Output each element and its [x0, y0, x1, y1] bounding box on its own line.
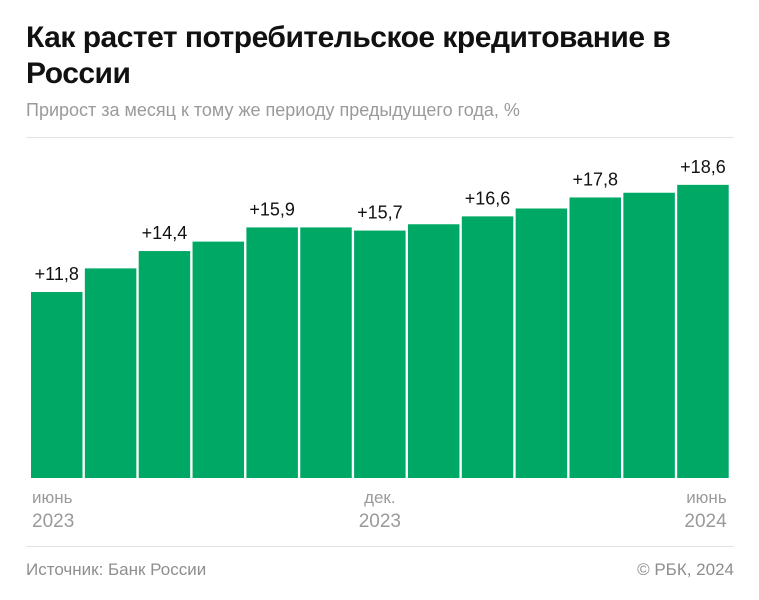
- x-tick-year: 2023: [359, 511, 401, 532]
- bar: [623, 192, 675, 478]
- bar: [515, 208, 568, 478]
- bar: [461, 216, 514, 478]
- bar: [31, 292, 83, 478]
- bar: [407, 224, 460, 478]
- bar: [246, 227, 298, 478]
- data-label: +15,7: [357, 203, 403, 223]
- chart-title: Как растет потребительское кредитование …: [26, 21, 671, 90]
- data-label: +16,6: [465, 188, 511, 208]
- x-tick-year: 2024: [684, 511, 727, 532]
- bar: [677, 184, 729, 478]
- data-label: +11,8: [35, 264, 79, 284]
- x-tick-year: 2023: [32, 511, 74, 532]
- data-label: +15,9: [249, 199, 295, 219]
- source-note: Источник: Банк России: [26, 560, 207, 579]
- top-divider: [26, 137, 734, 138]
- copyright: © РБК, 2024: [637, 560, 734, 579]
- x-tick-label: июнь: [32, 488, 73, 507]
- data-label: +17,8: [572, 169, 618, 189]
- bar: [354, 230, 406, 478]
- bottom-divider: [26, 546, 734, 547]
- data-label: +14,4: [142, 223, 188, 243]
- bar: [300, 227, 352, 478]
- data-label: +18,6: [680, 157, 726, 177]
- x-tick-label: дек.: [364, 488, 396, 507]
- chart-subtitle: Прирост за месяц к тому же периоду преды…: [26, 100, 520, 120]
- bar-chart: +11,8 +14,4 +15,9 +15,7 +16,6 +17,8 +18,6 июнь 2…: [31, 157, 729, 532]
- x-tick-label: июнь: [686, 488, 727, 507]
- bar: [138, 251, 191, 478]
- bar: [569, 197, 621, 479]
- bar: [192, 241, 245, 478]
- bar: [84, 268, 137, 478]
